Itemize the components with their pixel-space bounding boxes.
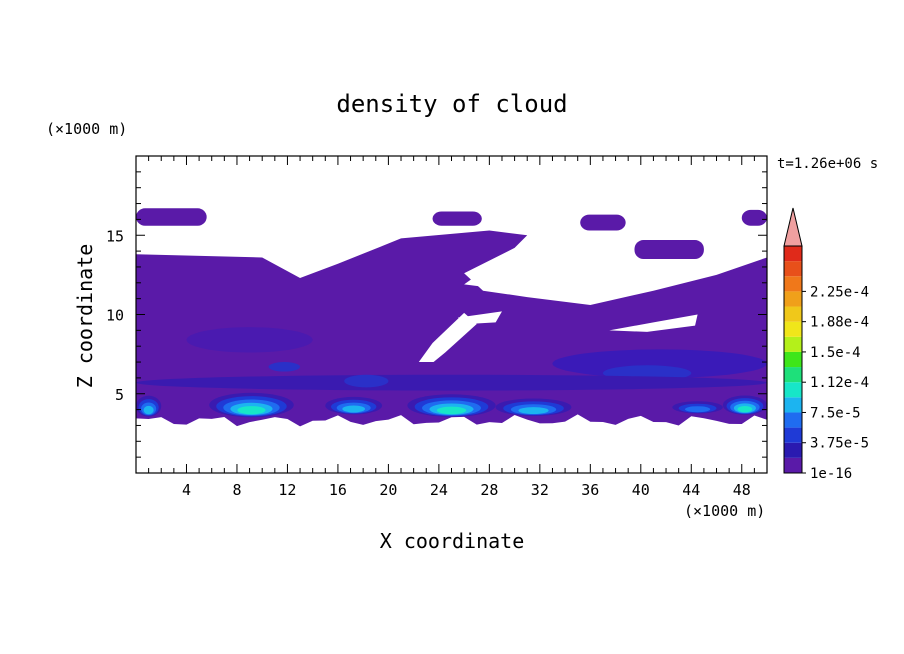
colorbar-label: 1.5e-4	[810, 345, 861, 361]
y-unit-label: (×1000 m)	[46, 120, 127, 138]
dense-cloud-core	[342, 405, 366, 413]
x-axis: 4 8 12 16 20 24 28 32 36 40 44 48	[148, 156, 755, 499]
x-tick-label: 40	[632, 481, 650, 499]
density-band	[268, 362, 301, 372]
colorbar-label: 3.75e-5	[810, 436, 869, 452]
y-tick-label: 5	[115, 386, 124, 404]
dense-cloud-core	[237, 406, 266, 415]
colorbar-swatch	[784, 351, 802, 368]
clear-air-gap	[407, 312, 477, 378]
colorbar-label: 7.5e-5	[810, 405, 861, 421]
colorbar-swatch	[784, 382, 802, 398]
x-tick-label: 4	[182, 481, 191, 499]
colorbar: 1e-16 3.75e-5 7.5e-5 1.12e-4 1.5e-4 1.88e-4 2.…	[783, 207, 869, 482]
y-axis-label: Z coordinate	[73, 244, 97, 389]
density-band	[186, 327, 313, 353]
density-band	[344, 374, 389, 388]
chart-title: density of cloud	[336, 90, 567, 118]
colorbar-swatch	[784, 291, 802, 307]
cloud-patch	[432, 211, 482, 226]
clear-air-gap	[457, 311, 502, 325]
colorbar-swatch	[784, 457, 802, 473]
dense-cloud-core	[436, 406, 467, 415]
density-band	[136, 374, 767, 391]
colorbar-swatch	[784, 442, 802, 458]
y-tick-label: 10	[106, 307, 124, 325]
cloud-patch	[580, 214, 626, 231]
colorbar-label: 1.88e-4	[810, 315, 869, 331]
colorbar-swatch	[784, 367, 802, 383]
x-tick-label: 36	[581, 481, 599, 499]
cloud-patch	[741, 209, 767, 226]
colorbar-swatch	[784, 336, 802, 352]
x-unit-label: (×1000 m)	[684, 502, 765, 520]
dense-cloud-core	[737, 405, 753, 413]
colorbar-label: 2.25e-4	[810, 284, 869, 300]
x-tick-label: 20	[379, 481, 397, 499]
dense-cloud-core	[143, 405, 154, 415]
colorbar-swatch	[784, 246, 802, 262]
colorbar-swatch	[784, 427, 802, 443]
colorbar-swatch	[784, 276, 802, 292]
x-tick-label: 16	[329, 481, 347, 499]
colorbar-label: 1.12e-4	[810, 375, 869, 391]
x-tick-label: 12	[278, 481, 296, 499]
colorbar-frame	[783, 245, 803, 474]
x-tick-label: 8	[232, 481, 241, 499]
x-tick-label: 44	[682, 481, 700, 499]
x-tick-label: 32	[531, 481, 549, 499]
colorbar-swatch	[784, 412, 802, 428]
cloud-patch	[136, 208, 207, 226]
plot-area	[136, 208, 767, 427]
colorbar-swatch	[784, 321, 802, 337]
x-axis-label: X coordinate	[380, 529, 525, 553]
colorbar-swatch	[784, 306, 802, 322]
upper-cloud-deck	[136, 230, 767, 363]
x-tick-label: 28	[480, 481, 498, 499]
clear-air-gap	[464, 252, 641, 294]
clear-air-gap	[609, 314, 698, 332]
x-tick-label: 24	[430, 481, 448, 499]
x-tick-label: 48	[733, 481, 751, 499]
colorbar-swatch	[784, 261, 802, 277]
colorbar-swatch	[784, 397, 802, 413]
y-tick-label: 15	[106, 227, 124, 245]
dense-cloud-core	[518, 407, 549, 415]
colorbar-extend-arrow	[783, 207, 803, 247]
colorbar-label: 1e-16	[810, 466, 852, 482]
dense-cloud-core	[684, 406, 711, 413]
y-axis: 5 10 15	[106, 171, 767, 458]
cloud-patch	[634, 240, 704, 260]
time-label: t=1.26e+06 s	[777, 156, 878, 172]
